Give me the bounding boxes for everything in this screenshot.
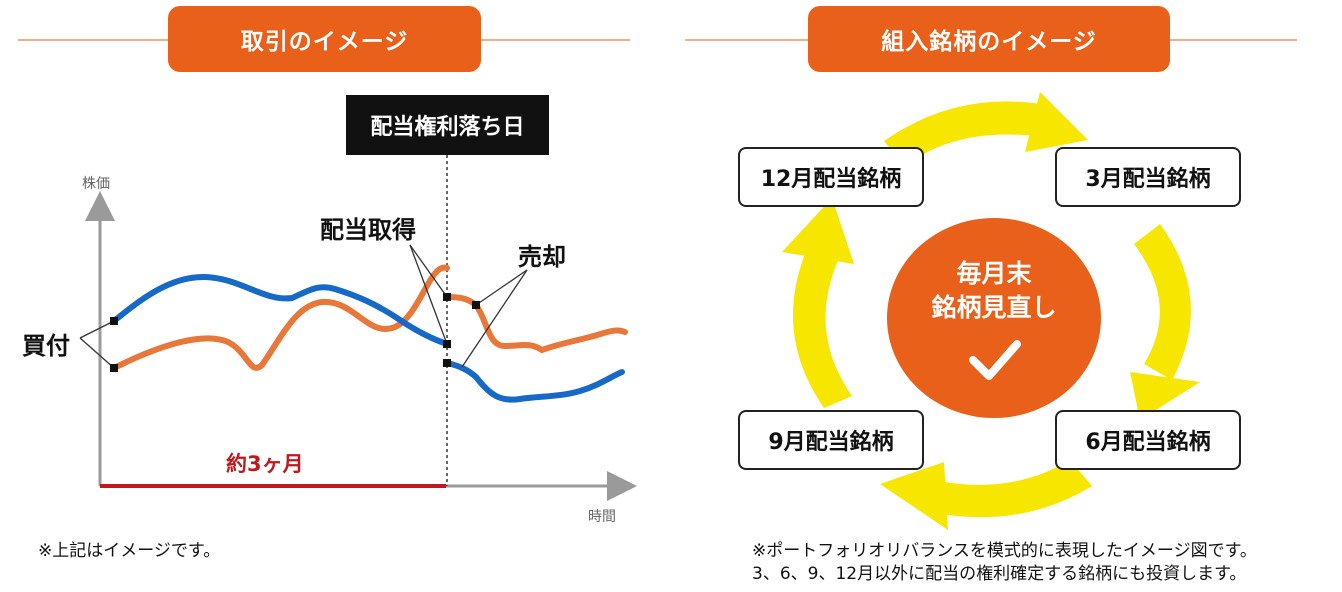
arrow-right	[1134, 224, 1191, 380]
dividend-label: 配当取得	[320, 216, 416, 244]
left-note: ※上記はイメージです。	[38, 541, 221, 561]
arrow-right-head	[1130, 372, 1200, 420]
box-sep-dividend: 9月配当銘柄	[738, 410, 924, 470]
holding-period-label: 約3ヶ月	[226, 452, 304, 476]
ex-dividend-date-label: 配当権利落ち日	[346, 95, 549, 155]
arrow-top-head	[1025, 92, 1088, 152]
right-panel-title: 組入銘柄のイメージ	[808, 6, 1170, 72]
buy-label: 買付	[22, 332, 70, 360]
x-axis-label: 時間	[588, 509, 616, 525]
box-mar-dividend: 3月配当銘柄	[1055, 147, 1241, 207]
arrow-left	[792, 242, 852, 408]
right-note-line-2: 3、6、9、12月以外に配当の権利確定する銘柄にも投資します。	[752, 564, 1247, 584]
check-icon	[969, 340, 1021, 380]
arrow-left-head	[782, 198, 854, 264]
right-note-line-1: ※ポートフォリオリバランスを模式的に表現したイメージ図です。	[752, 541, 1257, 561]
y-axis-label: 株価	[82, 176, 110, 192]
left-panel-title: 取引のイメージ	[168, 6, 481, 72]
blue-price-line-post	[444, 360, 625, 403]
arrow-bottom	[930, 460, 1092, 518]
box-dec-dividend: 12月配当銘柄	[738, 147, 924, 207]
circle-line-1: 毎月末	[956, 259, 1032, 288]
circle-line-2: 銘柄見直し	[931, 293, 1057, 322]
point-markers	[110, 293, 480, 372]
orange-price-line-pre	[111, 264, 450, 371]
monthly-review-circle: 毎月末 銘柄見直し	[887, 218, 1101, 418]
arrow-top	[884, 101, 1052, 166]
cycle-arrows	[782, 92, 1200, 530]
blue-price-line-pre	[111, 273, 450, 347]
callout-lines	[79, 244, 528, 369]
arrow-bottom-head	[880, 462, 948, 530]
box-jun-dividend: 6月配当銘柄	[1055, 410, 1241, 470]
sell-label: 売却	[518, 243, 566, 271]
